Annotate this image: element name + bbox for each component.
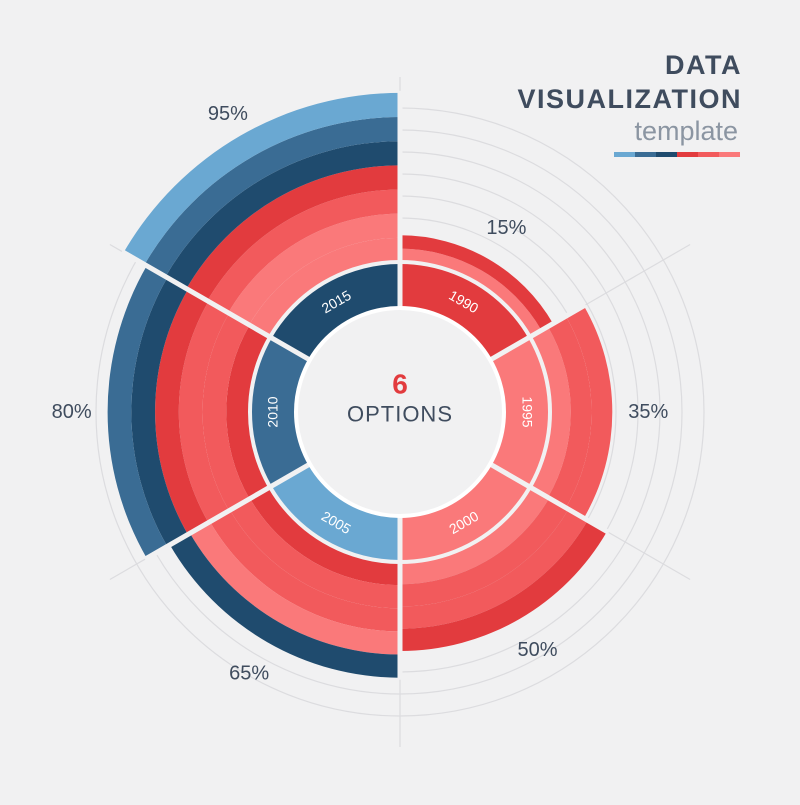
bar-band: [144, 117, 400, 277]
grid-spoke: [109, 558, 146, 581]
bar-band: [400, 248, 542, 337]
center-hole: [294, 306, 506, 518]
title-bar-segment: [698, 152, 719, 157]
title-bar-segment: [656, 152, 677, 157]
bar-band: [230, 498, 400, 609]
value-label: 50%: [517, 639, 557, 661]
value-label: 80%: [52, 401, 92, 423]
bar-band: [169, 533, 400, 678]
separator-line: [120, 249, 313, 363]
bar-band: [228, 213, 400, 325]
grid-spoke: [585, 243, 691, 306]
separator-line: [487, 461, 610, 535]
bar-band: [123, 92, 400, 265]
category-segment: [250, 337, 310, 487]
separator-line: [143, 461, 313, 562]
inner-ring-separator: [248, 260, 552, 564]
separator-line: [487, 302, 587, 363]
title-bar-segment: [677, 152, 698, 157]
category-segment: [490, 337, 550, 487]
bar-band: [400, 498, 569, 607]
category-segment: [400, 262, 530, 360]
bar-band: [178, 301, 229, 523]
bar-band: [547, 316, 592, 508]
bar-band: [400, 487, 550, 585]
title-color-bar: [518, 152, 740, 157]
bar-2010: [107, 265, 271, 559]
bar-band: [400, 235, 554, 331]
bar-band: [202, 313, 250, 511]
grid-spoke: [109, 243, 123, 252]
chart-subtitle: template: [634, 116, 738, 146]
bar-band: [209, 510, 400, 632]
bar-band: [207, 189, 400, 313]
chart-title-line2: VISUALIZATION: [517, 84, 742, 114]
category-label: 1995: [520, 396, 536, 427]
bar-band: [165, 141, 400, 289]
value-label: 15%: [486, 217, 526, 239]
category-segment: [400, 464, 530, 562]
value-label: 35%: [628, 401, 668, 423]
bar-band: [565, 305, 613, 519]
category-label: 2010: [265, 396, 281, 427]
title-block: DATA VISUALIZATION template: [518, 48, 743, 157]
bar-band: [400, 520, 607, 651]
bar-2000: [400, 487, 607, 651]
center-label: OPTIONS: [347, 402, 453, 427]
bar-band: [131, 277, 188, 547]
bar-band: [400, 509, 588, 629]
title-bar-segment: [614, 152, 635, 157]
category-segment: [270, 464, 400, 562]
bar-2015: [123, 92, 400, 337]
bar-band: [189, 521, 400, 655]
chart-title-line1: DATA: [665, 50, 742, 80]
grid-spoke: [608, 531, 691, 581]
value-label: 65%: [229, 662, 269, 684]
bar-band: [107, 265, 168, 559]
center-number: 6: [392, 369, 408, 400]
category-segment: [270, 262, 400, 360]
bar-band: [155, 289, 209, 535]
value-label: 95%: [208, 103, 248, 125]
title-bar-segment: [635, 152, 656, 157]
bar-1990: [400, 235, 554, 337]
title-bar-segment: [719, 152, 740, 157]
bar-band: [186, 165, 400, 301]
